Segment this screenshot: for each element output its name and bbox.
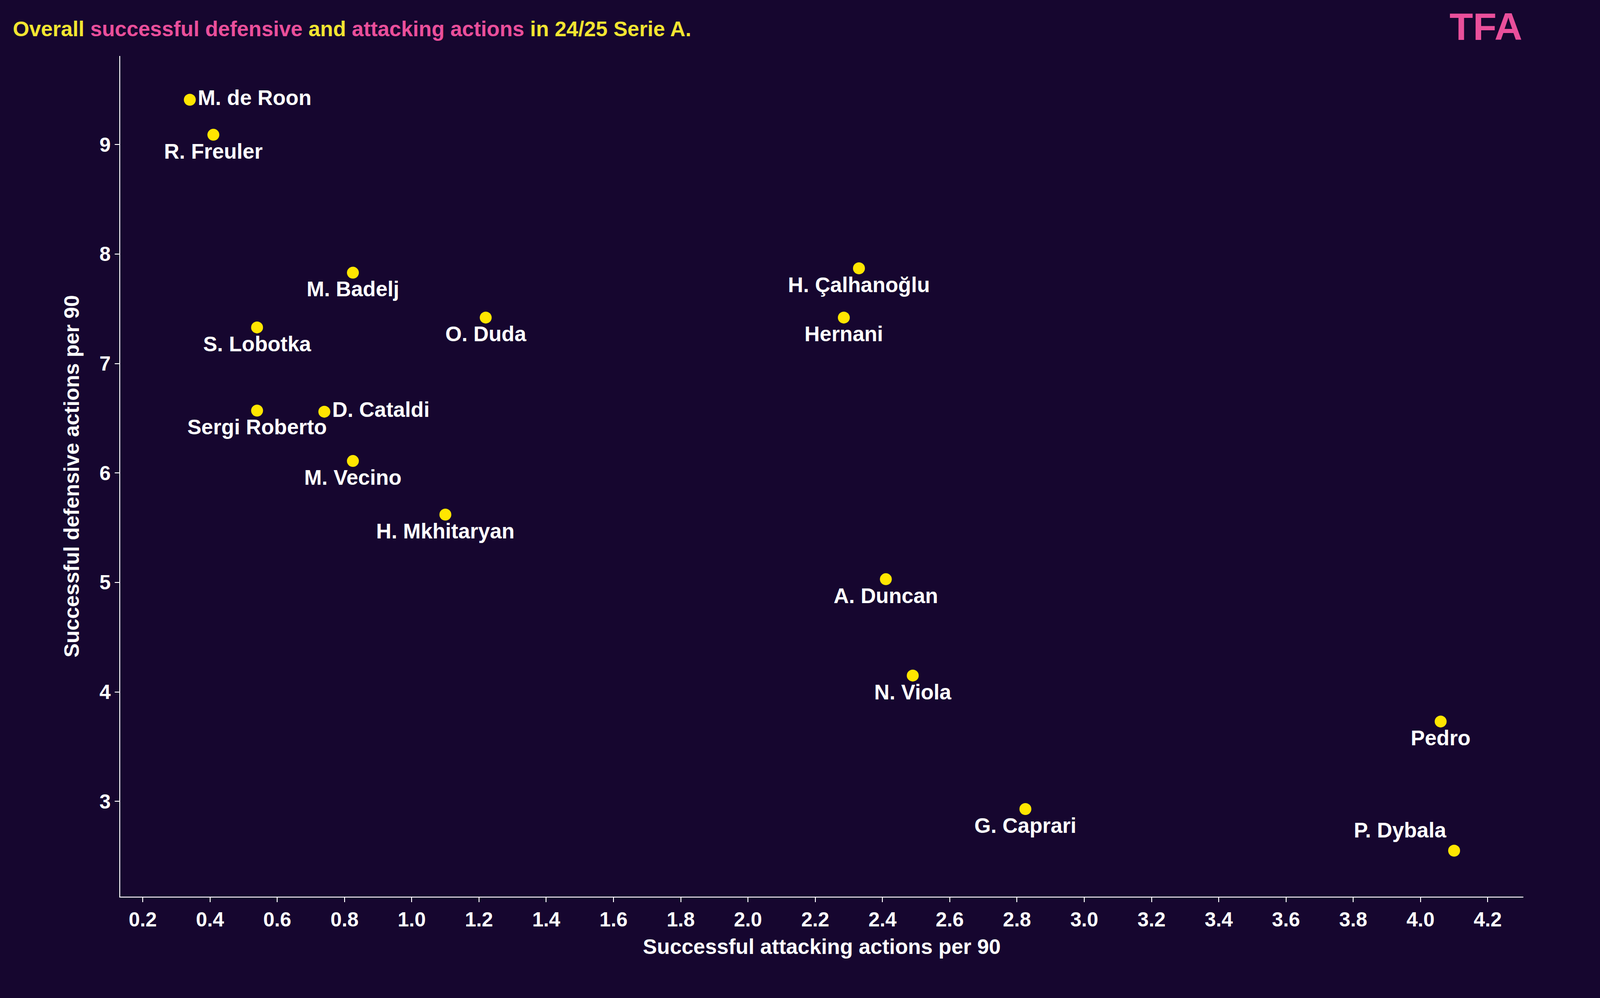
svg-text:0.4: 0.4 bbox=[195, 908, 225, 932]
svg-text:3.6: 3.6 bbox=[1271, 908, 1300, 932]
svg-text:G. Caprari: G. Caprari bbox=[974, 813, 1076, 838]
svg-text:0.8: 0.8 bbox=[330, 908, 359, 932]
svg-text:9: 9 bbox=[99, 133, 111, 157]
svg-text:0.2: 0.2 bbox=[128, 908, 157, 932]
svg-text:Hernani: Hernani bbox=[804, 322, 883, 346]
svg-text:0.6: 0.6 bbox=[263, 908, 292, 932]
svg-text:4.0: 4.0 bbox=[1406, 908, 1435, 932]
svg-text:2.2: 2.2 bbox=[801, 908, 830, 932]
svg-text:Successful defensive actions p: Successful defensive actions per 90 bbox=[59, 295, 84, 658]
svg-text:A. Duncan: A. Duncan bbox=[833, 584, 938, 608]
svg-text:7: 7 bbox=[99, 352, 111, 375]
svg-text:5: 5 bbox=[99, 571, 111, 594]
svg-text:S. Lobotka: S. Lobotka bbox=[203, 332, 312, 357]
svg-text:8: 8 bbox=[99, 242, 111, 266]
svg-text:N. Viola: N. Viola bbox=[874, 680, 952, 705]
svg-text:1.6: 1.6 bbox=[599, 908, 628, 932]
svg-text:Sergi Roberto: Sergi Roberto bbox=[187, 415, 327, 440]
svg-text:M. Badelj: M. Badelj bbox=[306, 277, 400, 302]
svg-text:H. Çalhanoğlu: H. Çalhanoğlu bbox=[787, 273, 930, 297]
svg-text:2.6: 2.6 bbox=[935, 908, 964, 932]
svg-text:1.8: 1.8 bbox=[666, 908, 695, 932]
svg-text:M. Vecino: M. Vecino bbox=[304, 465, 402, 490]
svg-text:Successful attacking actions p: Successful attacking actions per 90 bbox=[642, 935, 1001, 959]
svg-text:R. Freuler: R. Freuler bbox=[164, 139, 263, 164]
svg-text:Overall successful defensive a: Overall successful defensive and attacki… bbox=[12, 16, 692, 41]
svg-text:1.4: 1.4 bbox=[532, 908, 561, 932]
svg-text:1.0: 1.0 bbox=[397, 908, 426, 932]
svg-text:4.2: 4.2 bbox=[1473, 908, 1502, 932]
svg-text:3.8: 3.8 bbox=[1339, 908, 1368, 932]
svg-text:M. de Roon: M. de Roon bbox=[197, 85, 312, 110]
svg-text:O. Duda: O. Duda bbox=[445, 322, 527, 346]
svg-text:TFA: TFA bbox=[1449, 5, 1523, 49]
svg-text:4: 4 bbox=[99, 680, 112, 704]
svg-text:1.2: 1.2 bbox=[464, 908, 493, 932]
svg-text:3.2: 3.2 bbox=[1137, 908, 1166, 932]
svg-text:D. Cataldi: D. Cataldi bbox=[332, 397, 430, 422]
svg-text:2.4: 2.4 bbox=[868, 908, 898, 932]
svg-text:P. Dybala: P. Dybala bbox=[1354, 818, 1447, 843]
svg-text:Pedro: Pedro bbox=[1410, 726, 1471, 751]
svg-text:H. Mkhitaryan: H. Mkhitaryan bbox=[376, 519, 515, 544]
svg-text:2.0: 2.0 bbox=[734, 908, 763, 932]
svg-text:3: 3 bbox=[99, 790, 111, 814]
svg-text:3.4: 3.4 bbox=[1204, 908, 1233, 932]
svg-text:2.8: 2.8 bbox=[1003, 908, 1032, 932]
svg-text:6: 6 bbox=[99, 462, 111, 485]
svg-text:3.0: 3.0 bbox=[1070, 908, 1099, 932]
